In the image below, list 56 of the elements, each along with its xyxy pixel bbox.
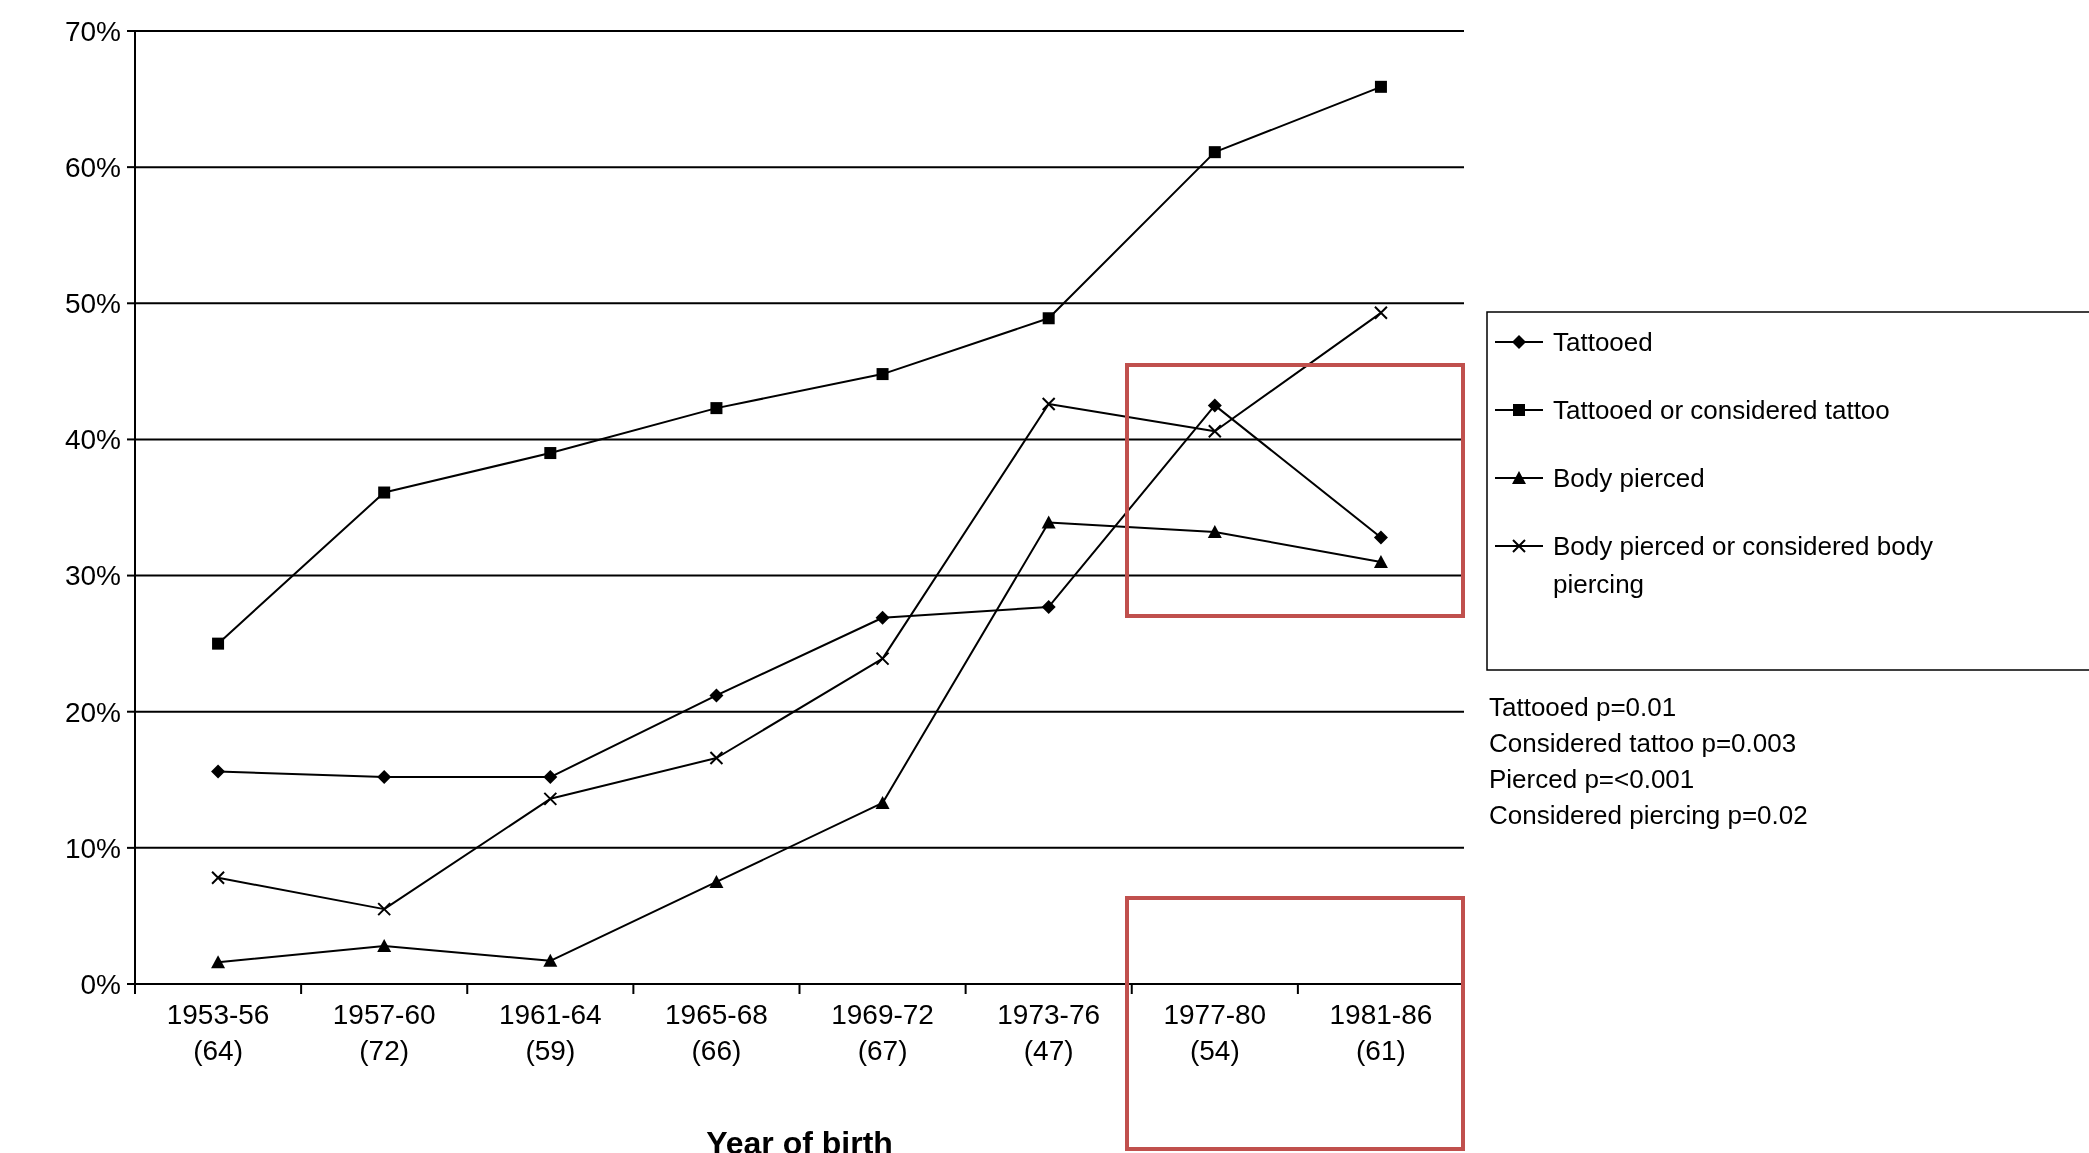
y-tick-label: 10% — [64, 832, 121, 864]
x-tick-label: 1953-56 (64) — [166, 999, 270, 1066]
legend-label: Tattooed — [1553, 327, 1653, 358]
legend-label: Body pierced or considered body piercing — [1553, 531, 1934, 600]
x-tick-label: 1957-60 (72) — [332, 999, 436, 1066]
point — [1208, 146, 1221, 159]
x-tick-label: 1969-72 (67) — [831, 999, 934, 1066]
y-tick-label: 0% — [80, 968, 121, 1000]
x-tick-label: 1961-64 (59) — [498, 999, 602, 1066]
legend-label: Tattooed or considered tattoo — [1553, 395, 1890, 426]
point — [211, 955, 226, 969]
point — [543, 770, 558, 785]
point — [1373, 530, 1388, 545]
point — [378, 486, 391, 499]
y-tick-label: 20% — [64, 696, 121, 728]
text: Tattooed p=0.01 — [1489, 692, 1677, 722]
point — [1207, 525, 1222, 539]
y-tick-label: 40% — [64, 424, 121, 456]
y-tick-label: 70% — [64, 15, 121, 47]
point — [709, 874, 724, 888]
point — [1041, 397, 1056, 412]
point — [211, 870, 226, 885]
point — [875, 610, 890, 625]
point — [1373, 305, 1388, 320]
point — [1373, 554, 1388, 568]
point — [1042, 312, 1055, 325]
point — [1207, 424, 1222, 439]
point — [543, 791, 558, 806]
point — [212, 637, 225, 650]
point — [875, 651, 890, 666]
x-tick-label: 1981-86 (61) — [1329, 999, 1433, 1066]
point — [710, 402, 723, 415]
point — [1041, 515, 1056, 529]
point — [709, 688, 724, 703]
y-tick-label: 30% — [64, 560, 121, 592]
point — [543, 953, 558, 967]
text: Considered piercing p=0.02 — [1489, 800, 1808, 830]
point — [377, 902, 392, 917]
point — [1374, 80, 1387, 93]
x-tick-label: 1973-76 (47) — [997, 999, 1101, 1066]
legend-label: Body pierced — [1553, 463, 1705, 494]
point — [876, 368, 889, 381]
point — [1207, 398, 1222, 413]
point — [1041, 599, 1056, 614]
x-tick-label: 1965-68 (66) — [665, 999, 768, 1066]
point — [709, 751, 724, 765]
point — [211, 764, 226, 779]
y-tick-label: 60% — [64, 151, 121, 183]
x-tick-label: 1977-80 (54) — [1163, 999, 1267, 1066]
text: Pierced p=<0.001 — [1489, 764, 1695, 794]
y-tick-label: 50% — [64, 288, 121, 320]
point — [544, 447, 557, 460]
point — [377, 770, 392, 785]
point — [875, 795, 890, 809]
point — [377, 938, 392, 952]
text: Considered tattoo p=0.003 — [1489, 728, 1797, 758]
